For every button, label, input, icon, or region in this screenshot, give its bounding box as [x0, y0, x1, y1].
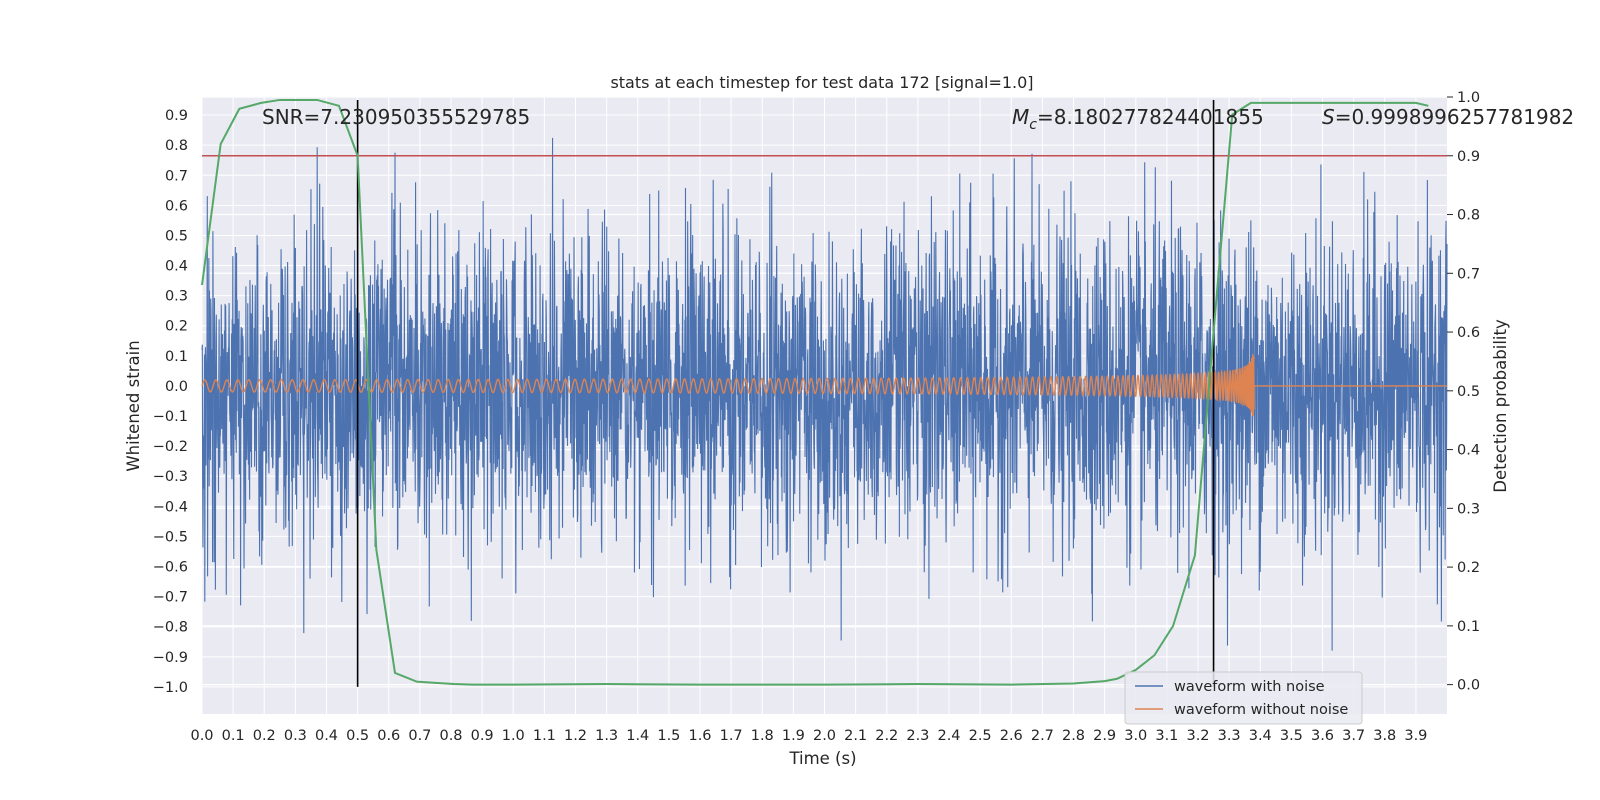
y-tick-label: 0.7 [165, 168, 188, 184]
y2-tick-label: 0.5 [1457, 384, 1480, 400]
y2-tick-label: 0.1 [1457, 619, 1480, 635]
score-symbol: S [1322, 105, 1335, 129]
legend-box [1124, 671, 1363, 725]
chirp-mass-value: =8.180277824401855 [1037, 105, 1264, 129]
y2-tick-label: 0.3 [1457, 501, 1480, 517]
x-tick-label: 0.6 [377, 728, 400, 744]
x-tick-label: 1.6 [688, 728, 711, 744]
x-tick-label: 1.2 [564, 728, 587, 744]
y-tick-label: −0.9 [153, 650, 188, 666]
x-tick-label: 3.9 [1404, 728, 1427, 744]
x-tick-label: 3.4 [1249, 728, 1272, 744]
y2-tick-label: 0.4 [1457, 443, 1480, 459]
x-tick-label: 3.5 [1280, 728, 1303, 744]
annotations: SNR=7.230950355529785 Mc=8.1802778244018… [262, 105, 1574, 133]
y-tick-label: −1.0 [153, 680, 188, 696]
x-tick-label: 1.0 [502, 728, 525, 744]
x-tick-label: 2.9 [1093, 728, 1116, 744]
x-tick-label: 1.4 [626, 728, 649, 744]
x-tick-label: 3.1 [1155, 728, 1178, 744]
x-tick-label: 2.4 [937, 728, 960, 744]
x-tick-label: 0.4 [315, 728, 338, 744]
y2-tick-label: 0.2 [1457, 560, 1480, 576]
y-tick-label: −0.2 [153, 439, 188, 455]
snr-annotation: SNR=7.230950355529785 [262, 105, 530, 129]
x-tick-label: 3.8 [1373, 728, 1396, 744]
x-tick-label: 3.6 [1311, 728, 1334, 744]
x-tick-label: 2.3 [906, 728, 929, 744]
series-detection-probability [201, 98, 1429, 686]
x-tick-label: 0.3 [284, 728, 307, 744]
y2-tick-label: 0.7 [1457, 266, 1480, 282]
y-tick-label: −0.1 [153, 409, 188, 425]
chirp-mass-symbol: M [1012, 105, 1029, 129]
x-tick-label: 3.0 [1124, 728, 1147, 744]
x-tick-label: 3.7 [1342, 728, 1365, 744]
x-tick-label: 2.1 [844, 728, 867, 744]
y-tick-label: 0.1 [165, 349, 188, 365]
x-tick-label: 1.8 [751, 728, 774, 744]
x-tick-label: 2.0 [813, 728, 836, 744]
series-waveform-with-noise [201, 137, 1448, 651]
x-tick-label: 3.3 [1218, 728, 1241, 744]
y2-tick-label: 0.6 [1457, 325, 1480, 341]
x-tick-label: 0.2 [253, 728, 276, 744]
x-tick-label: 1.1 [533, 728, 556, 744]
x-tick-label: 0.7 [408, 728, 431, 744]
y-tick-label: 0.9 [165, 108, 188, 124]
score-value: =0.9998996257781982 [1335, 105, 1574, 129]
y2-tick-label: 1.0 [1457, 90, 1480, 106]
x-tick-label: 1.9 [782, 728, 805, 744]
chirp-mass-annotation: Mc=8.180277824401855 [1012, 105, 1264, 133]
x-tick-label: 1.5 [657, 728, 680, 744]
legend-label-noise: waveform with noise [1174, 679, 1325, 695]
chirp-mass-subscript: c [1029, 117, 1037, 133]
y-tick-label: 0.5 [165, 228, 188, 244]
y-axis-label: Whitened strain [124, 340, 143, 471]
series-waveform-without-noise [201, 353, 1447, 417]
x-tick-label: 2.7 [1031, 728, 1054, 744]
y2-tick-label: 0.9 [1457, 149, 1480, 165]
y-tick-label: −0.7 [153, 590, 188, 606]
y-tick-label: −0.8 [153, 620, 188, 636]
y-tick-label: 0.2 [165, 319, 188, 335]
y-tick-label: 0.3 [165, 289, 188, 305]
y-tick-label: 0.6 [165, 198, 188, 214]
y-tick-label: −0.3 [153, 469, 188, 485]
x-tick-label: 2.6 [1000, 728, 1023, 744]
x-axis-label: Time (s) [788, 749, 856, 768]
x-tick-label: 2.5 [969, 728, 992, 744]
y2-axis-label: Detection probability [1491, 319, 1510, 493]
plot-area: 0.0 0.1 0.2 0.3 0.4 0.5 0.6 0.7 0.8 0.9 1.0 1.1 1.2 1… [153, 90, 1480, 744]
x-tick-label: 0.0 [190, 728, 213, 744]
legend-label-clean: waveform without noise [1174, 702, 1348, 718]
y-tick-label: 0.8 [165, 138, 188, 154]
score-annotation: S=0.9998996257781982 [1322, 105, 1574, 129]
x-tick-label: 0.5 [346, 728, 369, 744]
x-tick-label: 0.1 [222, 728, 245, 744]
y-tick-label: −0.6 [153, 560, 188, 576]
x-tick-label: 0.8 [439, 728, 462, 744]
x-tick-label: 2.8 [1062, 728, 1085, 744]
y-tick-label: 0.0 [165, 379, 188, 395]
x-tick-label: 3.2 [1186, 728, 1209, 744]
y2-tick-label: 0.8 [1457, 208, 1480, 224]
x-tick-label: 0.9 [471, 728, 494, 744]
chart-title: stats at each timestep for test data 172… [610, 73, 1033, 92]
y2-tick-label: 0.0 [1457, 678, 1480, 694]
x-tick-label: 1.3 [595, 728, 618, 744]
y-tick-label: −0.5 [153, 529, 188, 545]
y-tick-label: 0.4 [165, 259, 188, 275]
legend: waveform with noise waveform without noi… [1124, 671, 1363, 725]
y-tick-label: −0.4 [153, 499, 188, 515]
x-tick-label: 2.2 [875, 728, 898, 744]
x-tick-label: 1.7 [720, 728, 743, 744]
